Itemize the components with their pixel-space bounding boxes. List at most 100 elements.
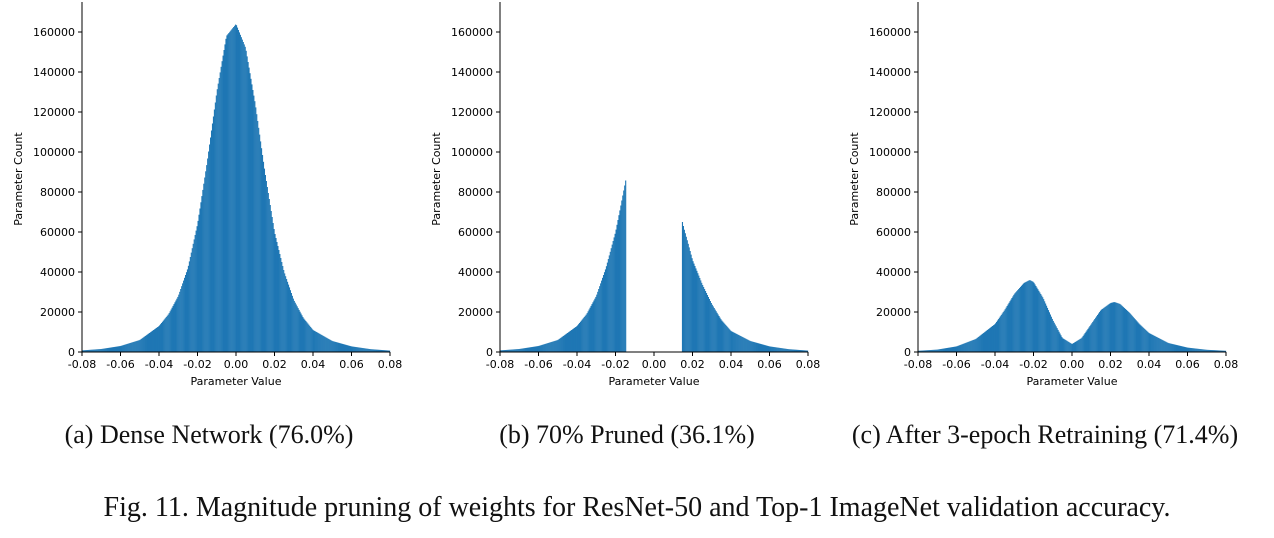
histogram-bar bbox=[1203, 349, 1205, 352]
histogram-bar bbox=[783, 348, 785, 352]
histogram-bar bbox=[1091, 323, 1093, 352]
histogram-bar bbox=[546, 343, 548, 352]
histogram-bar bbox=[1111, 302, 1113, 353]
histogram-bar bbox=[687, 243, 689, 352]
histogram-bar bbox=[772, 346, 774, 352]
histogram-bar bbox=[697, 273, 699, 352]
histogram-bar bbox=[342, 343, 344, 352]
histogram-bar bbox=[954, 346, 956, 352]
histogram-bar bbox=[1187, 347, 1189, 352]
histogram-bar bbox=[1096, 316, 1098, 352]
x-tick-label: -0.02 bbox=[601, 358, 629, 371]
histogram-bar bbox=[781, 348, 783, 352]
histogram-bar bbox=[733, 332, 735, 352]
histogram-bar bbox=[778, 347, 780, 352]
histogram-bar bbox=[262, 161, 265, 352]
histogram-bar bbox=[624, 185, 626, 352]
y-tick-label: 60000 bbox=[876, 226, 911, 239]
histogram-bar bbox=[181, 286, 183, 352]
histogram-bar bbox=[233, 27, 235, 352]
histogram-bar bbox=[377, 349, 379, 352]
histogram-bar bbox=[964, 343, 966, 352]
histogram-bar bbox=[524, 348, 526, 352]
histogram-bar bbox=[947, 347, 949, 352]
histogram-bar bbox=[943, 348, 945, 352]
histogram-bar bbox=[188, 261, 190, 352]
histogram-bar bbox=[1070, 343, 1072, 352]
histogram-bar bbox=[1020, 285, 1023, 352]
histogram-bar bbox=[170, 309, 172, 352]
histogram-bar bbox=[803, 350, 806, 352]
histogram-bar bbox=[1025, 281, 1027, 352]
histogram-bar bbox=[601, 280, 603, 352]
histogram-bar bbox=[114, 346, 116, 352]
histogram-bar bbox=[319, 333, 321, 352]
histogram-bar bbox=[89, 349, 91, 352]
histogram-bar bbox=[722, 321, 724, 352]
y-tick-label: 140000 bbox=[33, 66, 75, 79]
histogram-bar bbox=[595, 296, 597, 352]
histogram-bar bbox=[584, 315, 586, 352]
histogram-bar bbox=[101, 348, 103, 352]
histogram-bar bbox=[594, 298, 596, 352]
histogram-bar bbox=[530, 347, 532, 352]
histogram-bar bbox=[1046, 307, 1049, 352]
histogram-bar bbox=[1002, 312, 1004, 352]
histogram-bar bbox=[724, 323, 726, 352]
histogram-bar bbox=[327, 338, 329, 352]
histogram-bar bbox=[351, 346, 353, 352]
x-tick-label: -0.02 bbox=[183, 358, 211, 371]
histogram-bar bbox=[90, 349, 92, 352]
histogram-bar bbox=[955, 346, 957, 352]
histogram-bar bbox=[974, 339, 976, 352]
histogram-bar bbox=[284, 273, 286, 352]
histogram-bar bbox=[1017, 290, 1019, 352]
histogram-bar bbox=[186, 269, 189, 352]
histogram-bar bbox=[88, 349, 90, 352]
histogram-bar bbox=[1139, 324, 1141, 352]
histogram-bar bbox=[1022, 283, 1025, 352]
histogram-bar bbox=[950, 347, 952, 352]
histogram-bar bbox=[304, 319, 306, 352]
histogram-bar bbox=[1074, 341, 1076, 352]
histogram-bar bbox=[589, 307, 591, 352]
histogram-bar bbox=[1142, 327, 1144, 352]
histogram-bar bbox=[294, 302, 296, 352]
histogram-bar bbox=[207, 158, 209, 352]
histogram-bar bbox=[244, 46, 246, 353]
histogram-bar bbox=[789, 349, 791, 352]
histogram-bar bbox=[709, 301, 711, 352]
histogram-bar bbox=[338, 342, 340, 352]
histogram-bar bbox=[505, 349, 507, 352]
histogram-bar bbox=[989, 327, 992, 352]
histogram-bar bbox=[171, 307, 173, 352]
histogram-bar bbox=[129, 343, 131, 352]
histogram-bar bbox=[250, 78, 252, 353]
histogram-bar bbox=[1224, 350, 1227, 352]
histogram-bar bbox=[705, 291, 707, 352]
histogram-bar bbox=[1072, 343, 1075, 352]
histogram-bar bbox=[560, 337, 562, 352]
histogram-bar bbox=[339, 343, 341, 352]
histogram-bar bbox=[213, 109, 215, 352]
histogram-bar bbox=[281, 262, 283, 352]
histogram-bar bbox=[324, 336, 326, 352]
histogram-bar bbox=[361, 347, 363, 352]
y-tick-label: 160000 bbox=[451, 26, 493, 39]
histogram-bar bbox=[1104, 306, 1106, 352]
histogram-bar bbox=[770, 346, 772, 352]
histogram-bar bbox=[1194, 348, 1196, 352]
histogram-bar bbox=[223, 50, 225, 352]
histogram-bar bbox=[522, 348, 524, 352]
histogram-bar bbox=[768, 346, 770, 352]
histogram-bar bbox=[1117, 303, 1119, 352]
histogram-bar bbox=[691, 258, 693, 352]
histogram-bar bbox=[354, 346, 356, 352]
histogram-bar bbox=[1123, 307, 1125, 352]
histogram-bar bbox=[348, 345, 350, 352]
histogram-bar bbox=[610, 248, 612, 352]
histogram-bar bbox=[299, 311, 301, 352]
histogram-bar bbox=[268, 199, 270, 352]
histogram-bar bbox=[374, 349, 376, 352]
histogram-bar bbox=[688, 247, 690, 352]
